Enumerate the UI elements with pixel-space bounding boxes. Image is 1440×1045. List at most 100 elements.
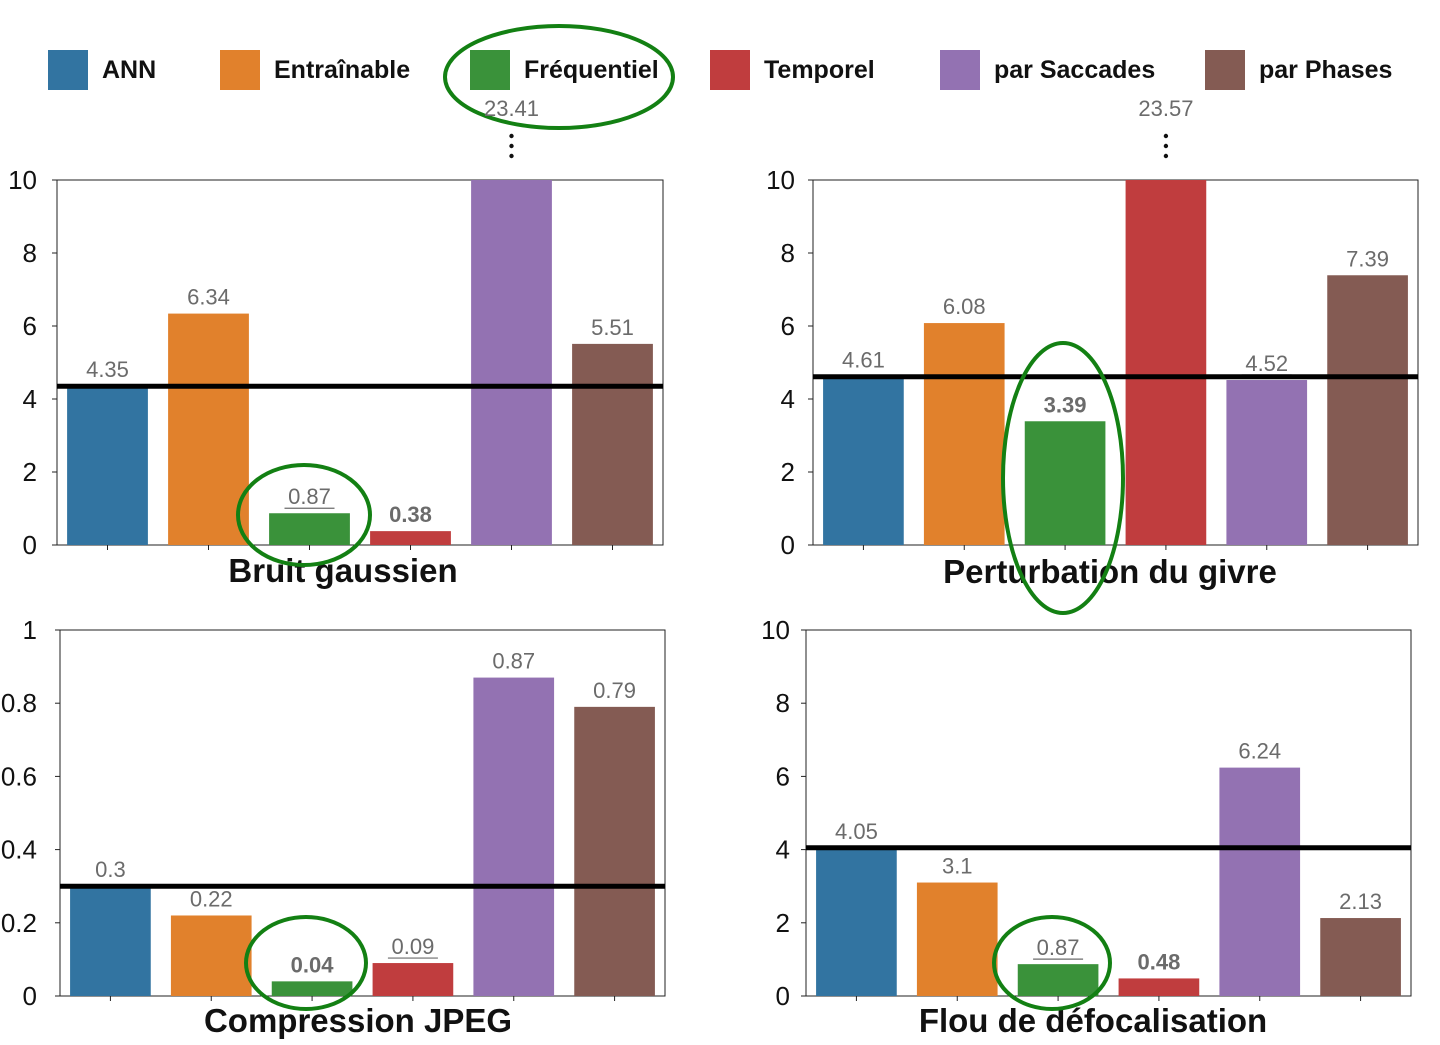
bar-value-label: 23.57 [1138,96,1193,121]
legend-item-ann: ANN [48,50,156,90]
legend-label-par-saccades: par Saccades [994,55,1156,84]
legend-item-temporel: Temporel [710,50,875,90]
legend-swatch-par-saccades [940,50,980,90]
bar [1320,918,1401,996]
plot-frame [56,179,664,546]
truncation-dot [1163,143,1169,149]
bar [916,882,998,996]
legend-swatch-par-phases [1205,50,1245,90]
bar-value-label: 2.13 [1339,889,1382,914]
highlight-ellipse [992,915,1112,1011]
y-tick-label: 0 [23,530,37,560]
bar [823,376,904,545]
panel-title: Flou de défocalisation [919,1002,1267,1039]
y-tick-label: 8 [23,238,37,268]
bar-value-label: 0.87 [1037,935,1080,960]
bar [1017,964,1099,996]
y-tick-label: 4 [776,835,790,865]
highlight-ellipse [236,463,372,567]
bar [572,343,653,545]
plot-frame [805,629,1412,997]
bar-value-label: 0.22 [190,886,233,911]
legend-item-par-saccades: par Saccades [940,50,1155,90]
legend-swatch-frequentiel [470,50,510,90]
bar-value-label: 4.52 [1245,351,1288,376]
y-tick-label: 0 [776,981,790,1011]
bar-value-label: 4.35 [86,357,129,382]
bar-value-label: 6.34 [187,285,230,310]
y-tick-label: 6 [776,761,790,791]
y-tick-label: 0.4 [1,835,37,865]
bar-value-label: 0.87 [492,649,535,674]
bar [471,180,552,545]
bar-value-label: 0.79 [593,678,636,703]
truncation-dot [509,153,514,159]
bar-value-label: 0.04 [291,952,335,977]
bar-value-label: 0.48 [1138,949,1181,974]
plot-frame [59,629,666,997]
bar [269,513,350,545]
panel-title: Compression JPEG [204,1002,512,1039]
bar-value-label: 0.87 [288,484,331,509]
y-tick-label: 0.8 [1,688,37,718]
y-tick-label: 0.6 [1,761,37,791]
truncation-dot [509,143,514,149]
legend-label-temporel: Temporel [764,55,875,84]
bar [1118,978,1200,996]
legend-swatch-temporel [710,50,750,90]
highlight-ellipse [244,915,368,1011]
truncation-dot [1163,153,1169,159]
legend-label-par-phases: par Phases [1259,55,1393,84]
bar [67,386,148,545]
truncation-dot [509,133,514,139]
y-tick-label: 10 [761,615,790,645]
legend-swatch-entrainable [220,50,260,90]
legend-label-entrainable: Entraînable [274,55,411,84]
bar [170,915,252,996]
y-tick-label: 4 [23,384,37,414]
y-tick-label: 0 [781,530,795,560]
bar [370,531,451,545]
bar-value-label: 7.39 [1346,246,1389,271]
bar [70,886,151,996]
legend-item-par-phases: par Phases [1205,50,1392,90]
y-tick-label: 8 [781,238,795,268]
y-tick-label: 2 [23,457,37,487]
bar-value-label: 5.51 [591,315,634,340]
legend-swatch-ann [48,50,88,90]
bar-value-label: 23.41 [484,96,539,121]
bar-value-label: 4.61 [842,348,885,373]
bar-value-label: 4.05 [835,819,878,844]
bar [1125,180,1207,545]
bar-value-label: 0.38 [389,502,432,527]
legend-highlight-ellipse [443,24,675,130]
y-tick-label: 2 [781,457,795,487]
legend-label-frequentiel: Fréquentiel [524,55,659,84]
y-tick-label: 0 [23,981,37,1011]
bar [1024,421,1106,545]
legend-item-frequentiel: Fréquentiel [470,50,659,90]
bar-value-label: 3.1 [942,854,973,879]
y-tick-label: 6 [781,311,795,341]
highlight-ellipse [1001,341,1125,615]
bar [574,706,655,996]
bar [473,677,555,996]
y-tick-label: 6 [23,311,37,341]
y-tick-label: 2 [776,908,790,938]
y-tick-label: 4 [781,384,795,414]
bar-value-label: 0.09 [392,934,435,959]
bar [1219,767,1301,996]
legend-item-entrainable: Entraînable [220,50,410,90]
bar [1327,275,1408,545]
bar [1226,380,1308,545]
bar-value-label: 0.3 [95,857,126,882]
bar [923,323,1005,545]
bar [372,963,454,996]
bar-value-label: 6.24 [1238,739,1281,764]
legend: ANN Entraînable Fréquentiel Temporel par… [0,0,1440,110]
bar-value-label: 6.08 [943,294,986,319]
y-tick-label: 10 [8,165,37,195]
truncation-dot [1163,133,1169,139]
y-tick-label: 8 [776,688,790,718]
